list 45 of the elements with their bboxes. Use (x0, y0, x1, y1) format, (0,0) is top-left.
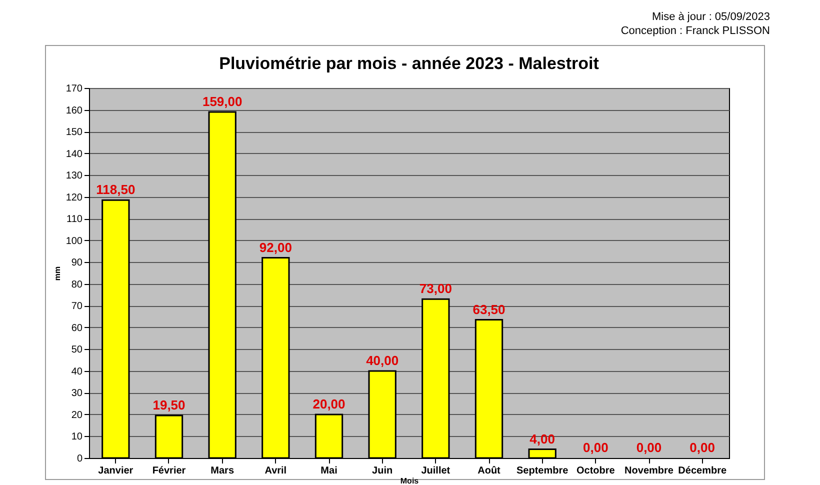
data-label: 19,50 (152, 398, 186, 413)
x-tick-label: Novembre (624, 466, 674, 476)
y-tick-label: 90 (71, 258, 83, 269)
x-tick-label: Juin (372, 466, 393, 476)
data-label: 20,00 (312, 396, 346, 412)
x-tick-label: Mai (320, 466, 338, 476)
data-label: 0,00 (636, 440, 662, 455)
x-tick-label: Juillet (421, 466, 451, 476)
chart-title: Pluviométrie par mois - année 2023 - Malestroit (219, 54, 600, 73)
y-tick-label: 0 (76, 454, 83, 464)
data-label: 0,00 (583, 440, 608, 455)
y-tick-label: 30 (71, 388, 83, 400)
y-tick-label: 150 (66, 127, 83, 138)
x-axis-title: Mois (400, 476, 420, 485)
y-tick-label: 40 (71, 366, 83, 378)
x-tick-label: Janvier (98, 466, 134, 476)
y-tick-label: 80 (71, 279, 83, 290)
y-tick-label: 170 (66, 84, 83, 94)
data-label: 118,50 (96, 182, 136, 198)
data-label: 92,00 (259, 240, 292, 255)
y-tick-label: 110 (66, 214, 83, 226)
x-tick-label: Février (152, 466, 186, 476)
text: Mise à jour : 05/09/2023 (650, 10, 770, 24)
y-tick-label: 50 (71, 344, 83, 356)
y-tick-label: 70 (71, 301, 83, 312)
x-tick-label: Avril (264, 466, 287, 476)
y-tick-label: 120 (66, 192, 83, 204)
data-label: 73,00 (419, 281, 452, 296)
y-tick-label: 160 (66, 105, 83, 116)
data-label: 40,00 (366, 352, 399, 368)
text: Conception : Franck PLISSON (620, 24, 770, 38)
y-tick-label: 100 (66, 236, 83, 247)
x-tick-label: Décembre (678, 466, 727, 476)
x-tick-label: Septembre (516, 466, 569, 476)
y-tick-label: 10 (71, 432, 83, 443)
y-tick-label: 130 (66, 170, 83, 182)
x-tick-label: Octobre (576, 466, 616, 476)
y-tick-label: 140 (66, 148, 83, 160)
data-label: 0,00 (690, 440, 715, 455)
y-tick-label: 20 (71, 410, 83, 421)
y-tick-label: 60 (71, 322, 83, 334)
y-axis-title: mm (52, 266, 62, 281)
data-label: 159,00 (202, 94, 242, 109)
x-tick-label: Août (478, 466, 502, 476)
x-tick-label: Mars (210, 466, 234, 476)
